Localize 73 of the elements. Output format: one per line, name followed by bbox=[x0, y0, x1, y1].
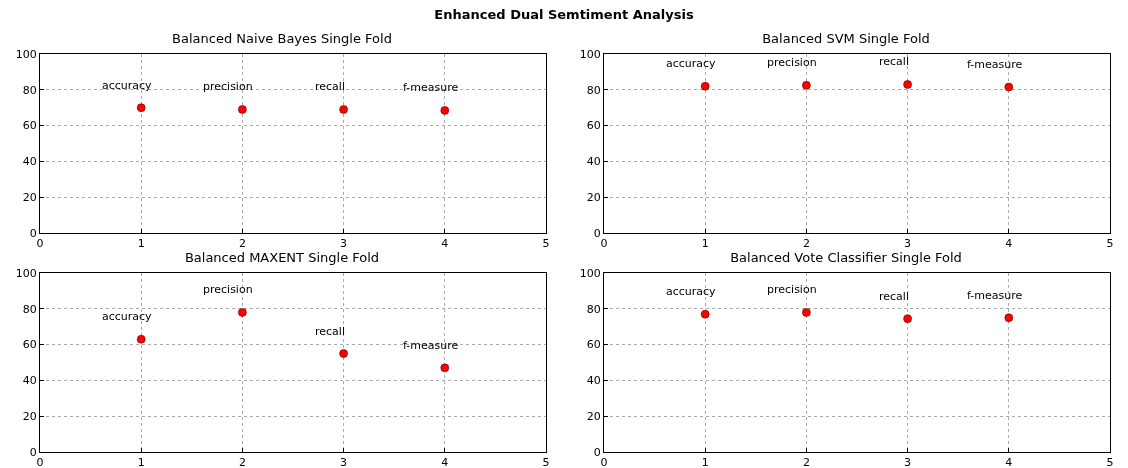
x-tick-label: 3 bbox=[340, 456, 348, 468]
x-tick-label: 3 bbox=[340, 237, 348, 251]
y-tick-label: 80 bbox=[586, 302, 601, 316]
y-tick-label: 20 bbox=[586, 410, 601, 424]
annotation: recall bbox=[315, 325, 345, 338]
x-tick-label: 3 bbox=[904, 456, 912, 468]
point bbox=[440, 363, 450, 373]
x-tick-label: 5 bbox=[1106, 237, 1114, 251]
annotation: accuracy bbox=[666, 57, 717, 70]
annotation: recall bbox=[879, 55, 909, 68]
annotation: precision bbox=[203, 80, 253, 93]
x-tick-label: 4 bbox=[1005, 237, 1013, 251]
chart-title: Balanced Naive Bayes Single Fold bbox=[172, 31, 392, 47]
y-tick-label: 100 bbox=[15, 47, 37, 61]
y-tick-label: 80 bbox=[586, 83, 601, 97]
x-tick-label: 3 bbox=[904, 237, 912, 251]
point bbox=[903, 314, 912, 323]
x-tick-label: 5 bbox=[542, 237, 550, 251]
x-tick-label: 5 bbox=[542, 456, 550, 468]
annotation: recall bbox=[315, 80, 345, 93]
y-tick-label: 0 bbox=[593, 445, 601, 459]
y-tick-label: 0 bbox=[29, 226, 37, 240]
text: Enhanced Dual Semtiment Analysis bbox=[434, 7, 694, 22]
chart-title: Balanced MAXENT Single Fold bbox=[184, 250, 380, 266]
y-tick-label: 0 bbox=[29, 445, 37, 459]
x-tick-label: 2 bbox=[802, 237, 810, 251]
y-tick-label: 60 bbox=[22, 119, 37, 133]
y-tick-label: 100 bbox=[15, 266, 37, 280]
y-tick-label: 80 bbox=[22, 83, 37, 97]
point bbox=[136, 334, 146, 344]
point bbox=[700, 309, 710, 319]
x-tick-label: 1 bbox=[701, 237, 709, 251]
annotation: f-measure bbox=[967, 58, 1023, 71]
y-tick-label: 20 bbox=[586, 191, 601, 205]
x-tick-label: 2 bbox=[238, 456, 246, 468]
y-tick-label: 40 bbox=[22, 374, 37, 388]
y-tick-label: 40 bbox=[586, 374, 601, 388]
x-tick-label: 4 bbox=[441, 456, 449, 468]
y-tick-label: 60 bbox=[586, 338, 601, 352]
x-tick-label: 1 bbox=[701, 456, 709, 468]
annotation: f-measure bbox=[403, 339, 459, 352]
y-tick-label: 20 bbox=[22, 191, 37, 205]
x-tick-label: 1 bbox=[137, 456, 145, 468]
x-tick-label: 1 bbox=[137, 237, 145, 251]
y-tick-label: 100 bbox=[579, 266, 601, 280]
y-tick-label: 60 bbox=[586, 119, 601, 133]
y-tick-label: 40 bbox=[22, 155, 37, 169]
x-tick-label: 4 bbox=[441, 237, 449, 251]
point bbox=[802, 308, 811, 317]
annotation: f-measure bbox=[403, 81, 459, 94]
annotation: precision bbox=[767, 56, 817, 69]
y-tick-label: 60 bbox=[22, 338, 37, 352]
x-tick-label: 2 bbox=[802, 456, 810, 468]
chart-title: Balanced Vote Classifier Single Fold bbox=[730, 250, 962, 266]
annotation: accuracy bbox=[102, 310, 153, 323]
y-tick-label: 100 bbox=[579, 47, 601, 61]
x-tick-label: 5 bbox=[1106, 456, 1114, 468]
annotation: f-measure bbox=[967, 289, 1023, 302]
x-tick-label: 2 bbox=[238, 237, 246, 251]
annotation: precision bbox=[767, 283, 817, 296]
annotation: accuracy bbox=[102, 79, 153, 92]
annotation: recall bbox=[879, 290, 909, 303]
x-tick-label: 4 bbox=[1005, 456, 1013, 468]
annotation: accuracy bbox=[666, 285, 717, 298]
point bbox=[1004, 313, 1014, 323]
annotation: precision bbox=[203, 283, 253, 296]
chart-title: Balanced SVM Single Fold bbox=[762, 31, 930, 47]
point bbox=[339, 349, 348, 358]
point bbox=[238, 308, 247, 317]
y-tick-label: 40 bbox=[586, 155, 601, 169]
y-tick-label: 0 bbox=[593, 226, 601, 240]
y-tick-label: 20 bbox=[22, 410, 37, 424]
y-tick-label: 80 bbox=[22, 302, 37, 316]
